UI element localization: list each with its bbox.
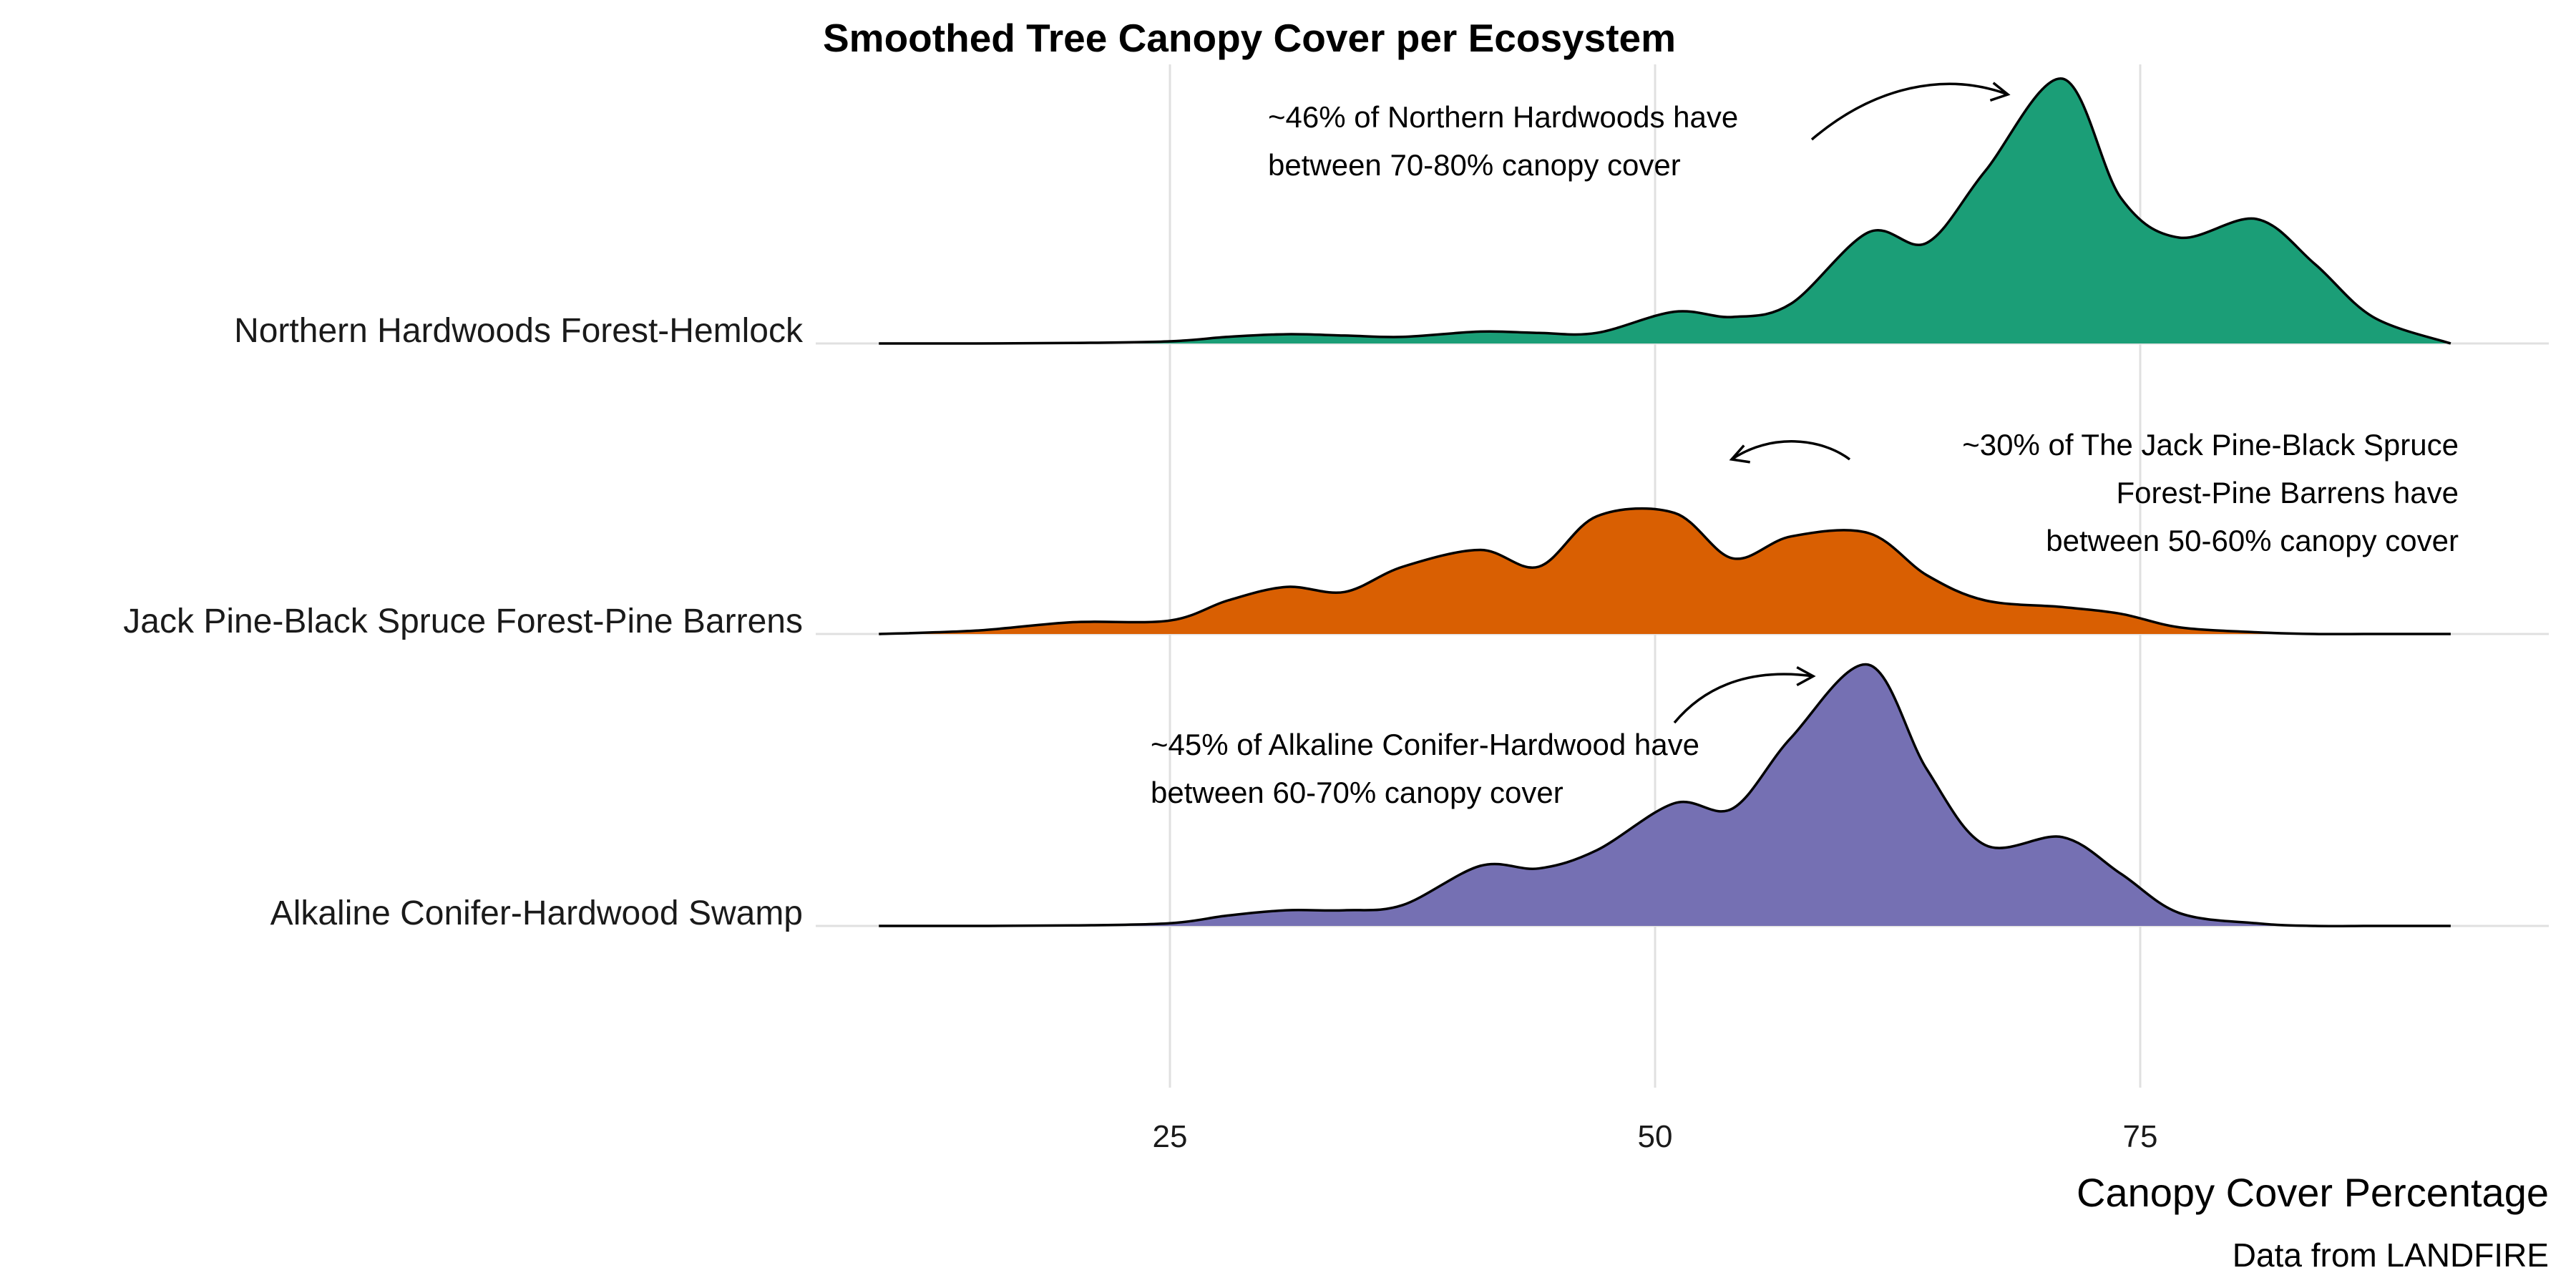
ridge-outline-1 xyxy=(879,77,2451,345)
annotation-arrow xyxy=(1810,82,2009,141)
ridge-fill-1 xyxy=(879,78,2451,344)
x-tick-label: 50 xyxy=(1638,1119,1673,1154)
annotation-arrowhead xyxy=(1729,444,1750,464)
annotations: ~46% of Northern Hardwoods have between 7… xyxy=(1151,100,2459,809)
chart-title: Smoothed Tree Canopy Cover per Ecosystem xyxy=(823,16,1676,60)
annotation-text: ~46% of Northern Hardwoods have between 7… xyxy=(1268,100,1738,182)
annotation-arrowhead xyxy=(1796,665,1816,687)
x-tick-label: 25 xyxy=(1153,1119,1188,1154)
y-axis-labels: Northern Hardwoods Forest-Hemlock Jack Pi… xyxy=(123,312,804,932)
density-ridges xyxy=(879,77,2451,928)
ridge-fill-2 xyxy=(879,508,2451,635)
ridge-fill-3 xyxy=(879,664,2451,927)
annotation-arrowhead xyxy=(1989,82,2011,102)
annotation-arrow xyxy=(1673,673,1814,724)
annotation-text: ~45% of Alkaline Conifer-Hardwood have be… xyxy=(1151,728,1699,809)
x-axis-tick-labels: 25 50 75 xyxy=(1153,1119,2158,1154)
annotation-arrows xyxy=(1673,82,2011,724)
chart-caption: Data from LANDFIRE xyxy=(2233,1236,2549,1274)
y-axis-label: Jack Pine-Black Spruce Forest-Pine Barre… xyxy=(123,602,803,640)
y-axis-label: Northern Hardwoods Forest-Hemlock xyxy=(234,312,804,350)
y-axis-label: Alkaline Conifer-Hardwood Swamp xyxy=(270,894,803,932)
annotation-arrow xyxy=(1731,440,1851,461)
ridge-outline-3 xyxy=(879,663,2451,928)
x-tick-label: 75 xyxy=(2123,1119,2158,1154)
ridge-outline-2 xyxy=(879,507,2451,635)
x-axis-title: Canopy Cover Percentage xyxy=(2077,1170,2549,1215)
annotation-text: ~30% of The Jack Pine-Black Spruce Forest… xyxy=(1962,428,2459,557)
